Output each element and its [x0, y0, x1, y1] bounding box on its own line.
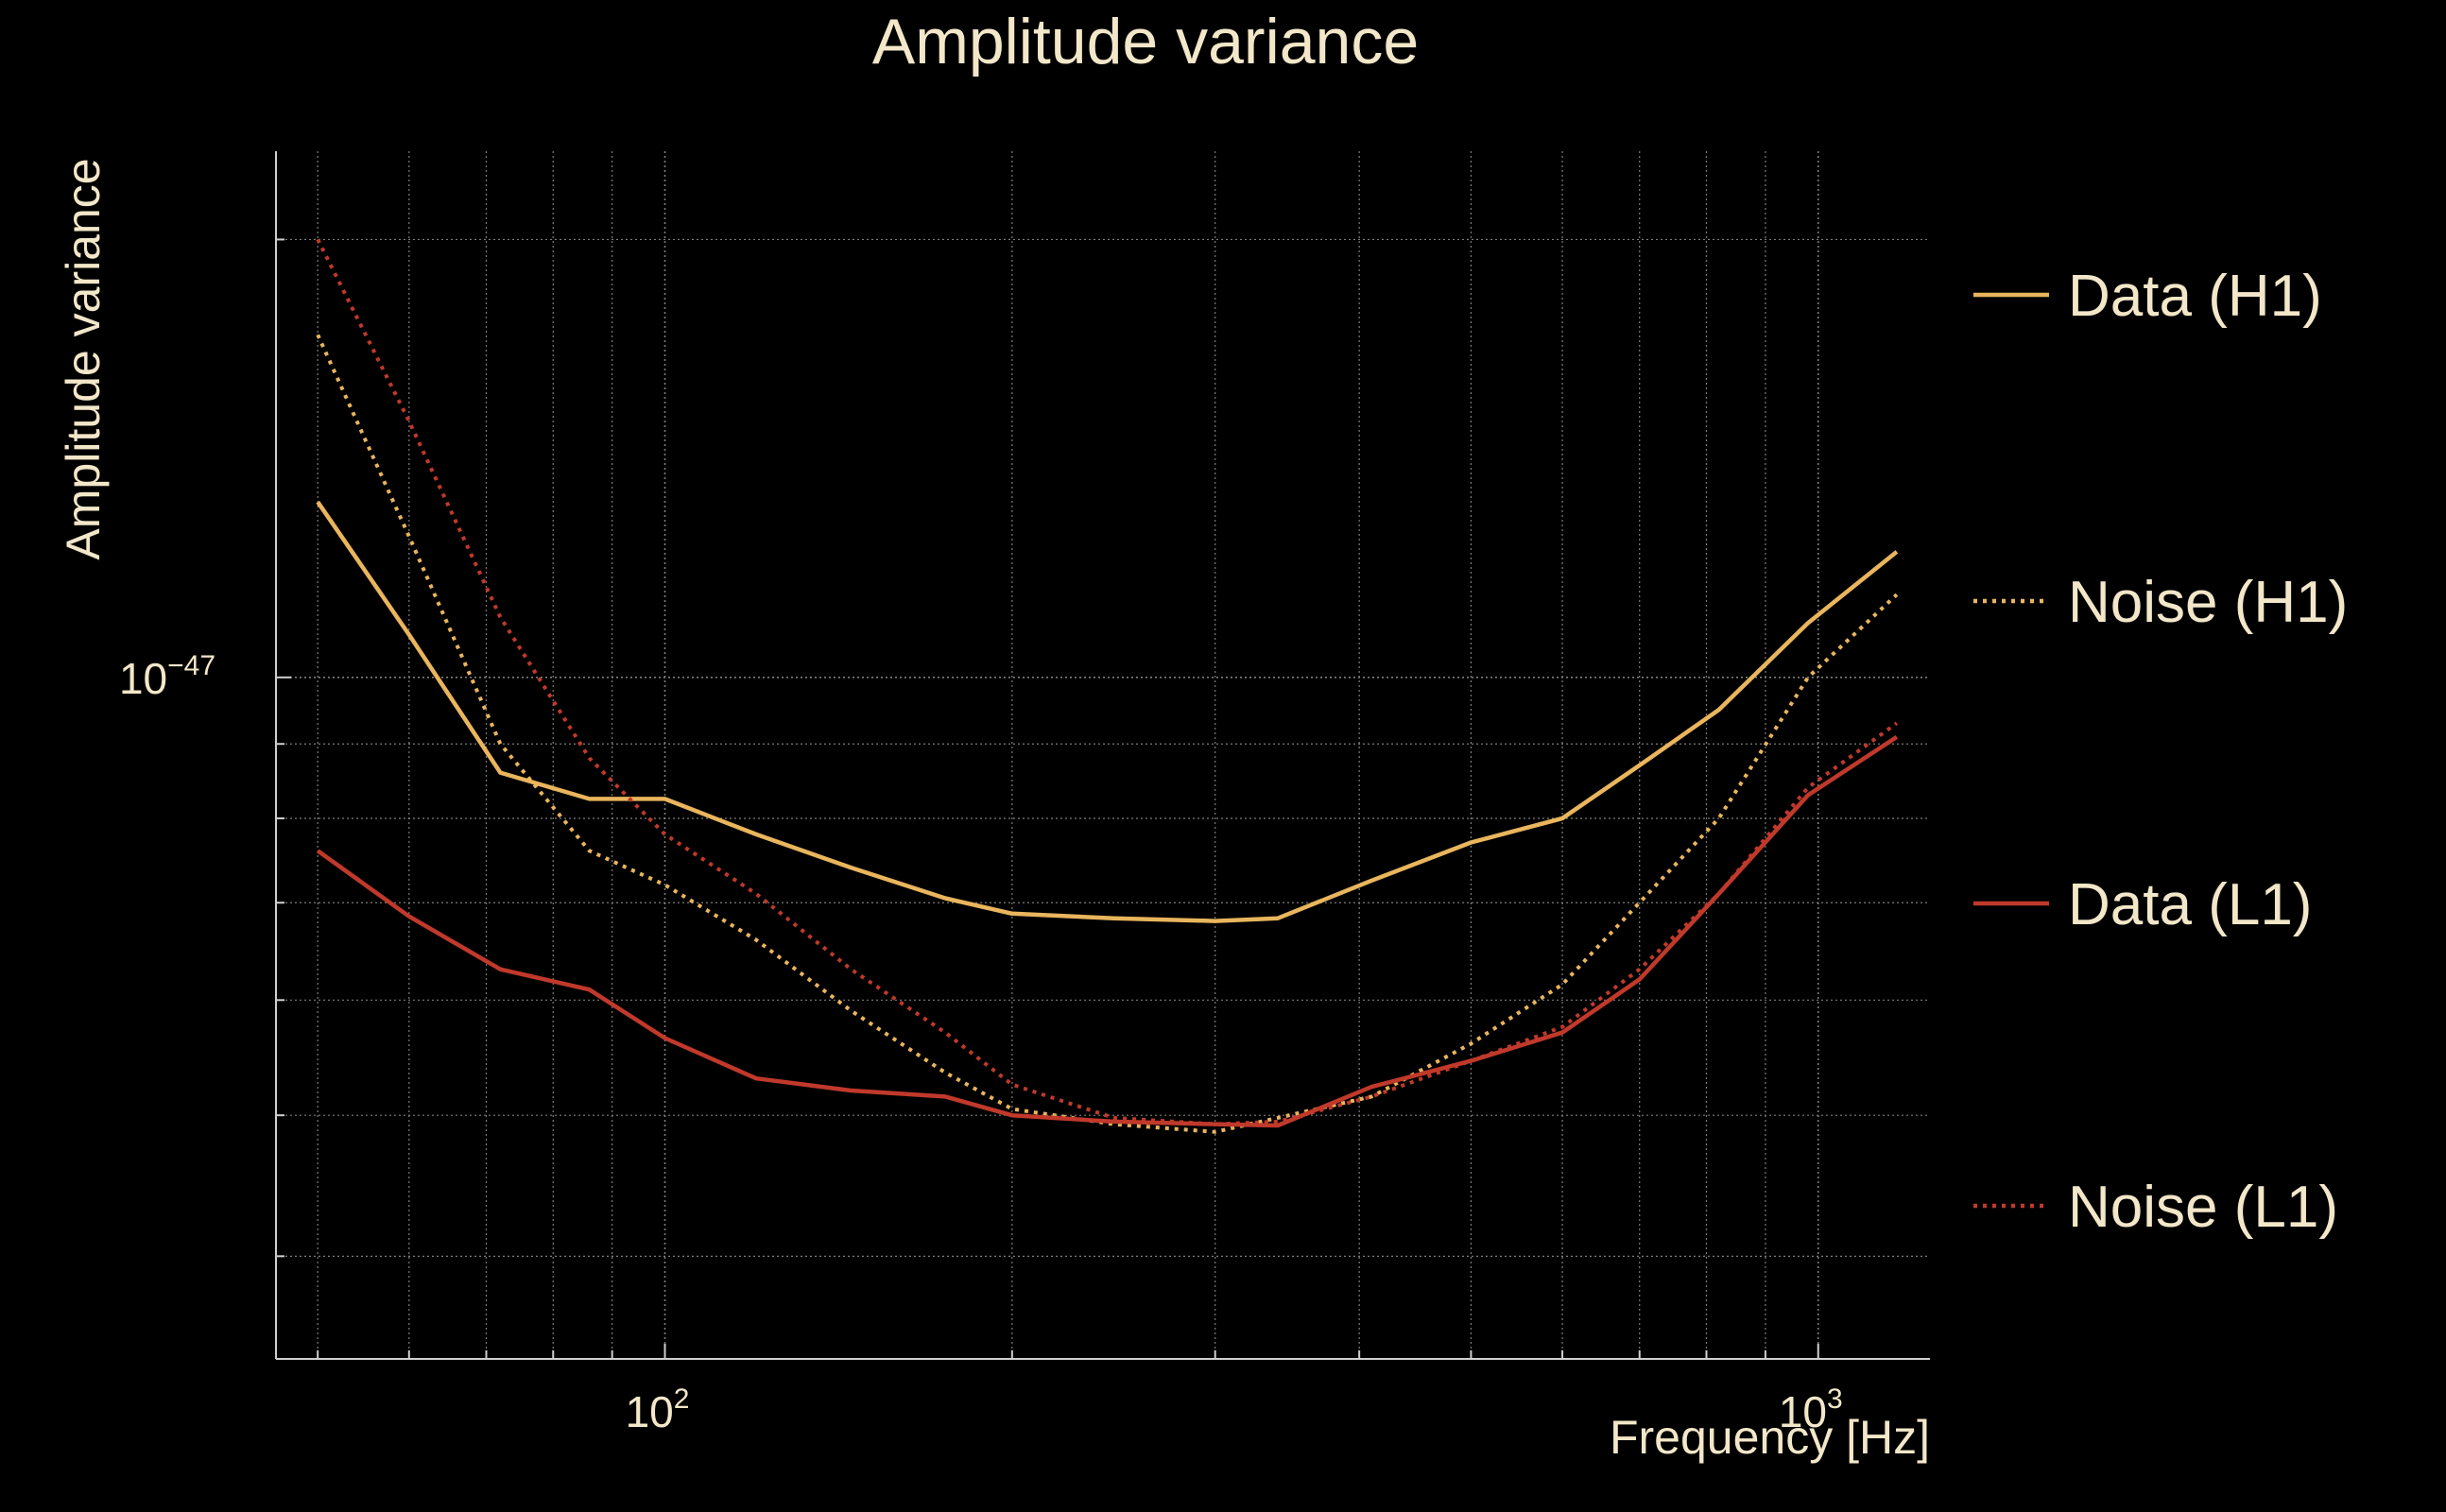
legend-item-data-h1: Data (H1) [1973, 264, 2322, 329]
grid [276, 151, 1930, 1359]
legend: Data (H1) Noise (H1) Data (L1) Noise (L1) [1973, 264, 2348, 1240]
series-line-data-l1 [316, 735, 1899, 1128]
legend-item-data-l1: Data (L1) [1973, 872, 2312, 937]
legend-item-noise-l1: Noise (L1) [1973, 1175, 2338, 1240]
legend-label: Noise (L1) [2068, 1175, 2338, 1240]
legend-label: Data (L1) [2068, 872, 2312, 937]
tick-labels: 102 103 10−47 [119, 650, 1843, 1436]
series-line-data-h1 [316, 500, 1899, 923]
plot-series [316, 238, 1899, 1134]
axes [275, 151, 1930, 1360]
series-line-noise-h1 [316, 334, 1899, 1134]
x-tick-label: 102 [626, 1383, 690, 1436]
x-tick-label: 103 [1779, 1383, 1843, 1436]
series-line-noise-l1 [316, 238, 1899, 1126]
x-axis-label: Frequency [Hz] [1610, 1411, 1930, 1464]
legend-label: Noise (H1) [2068, 570, 2348, 635]
y-tick-label: 10−47 [119, 650, 215, 703]
legend-item-noise-h1: Noise (H1) [1973, 570, 2348, 635]
y-axis-label: Amplitude variance [57, 158, 110, 559]
legend-label: Data (H1) [2068, 264, 2322, 329]
chart-title: Amplitude variance [872, 6, 1419, 77]
